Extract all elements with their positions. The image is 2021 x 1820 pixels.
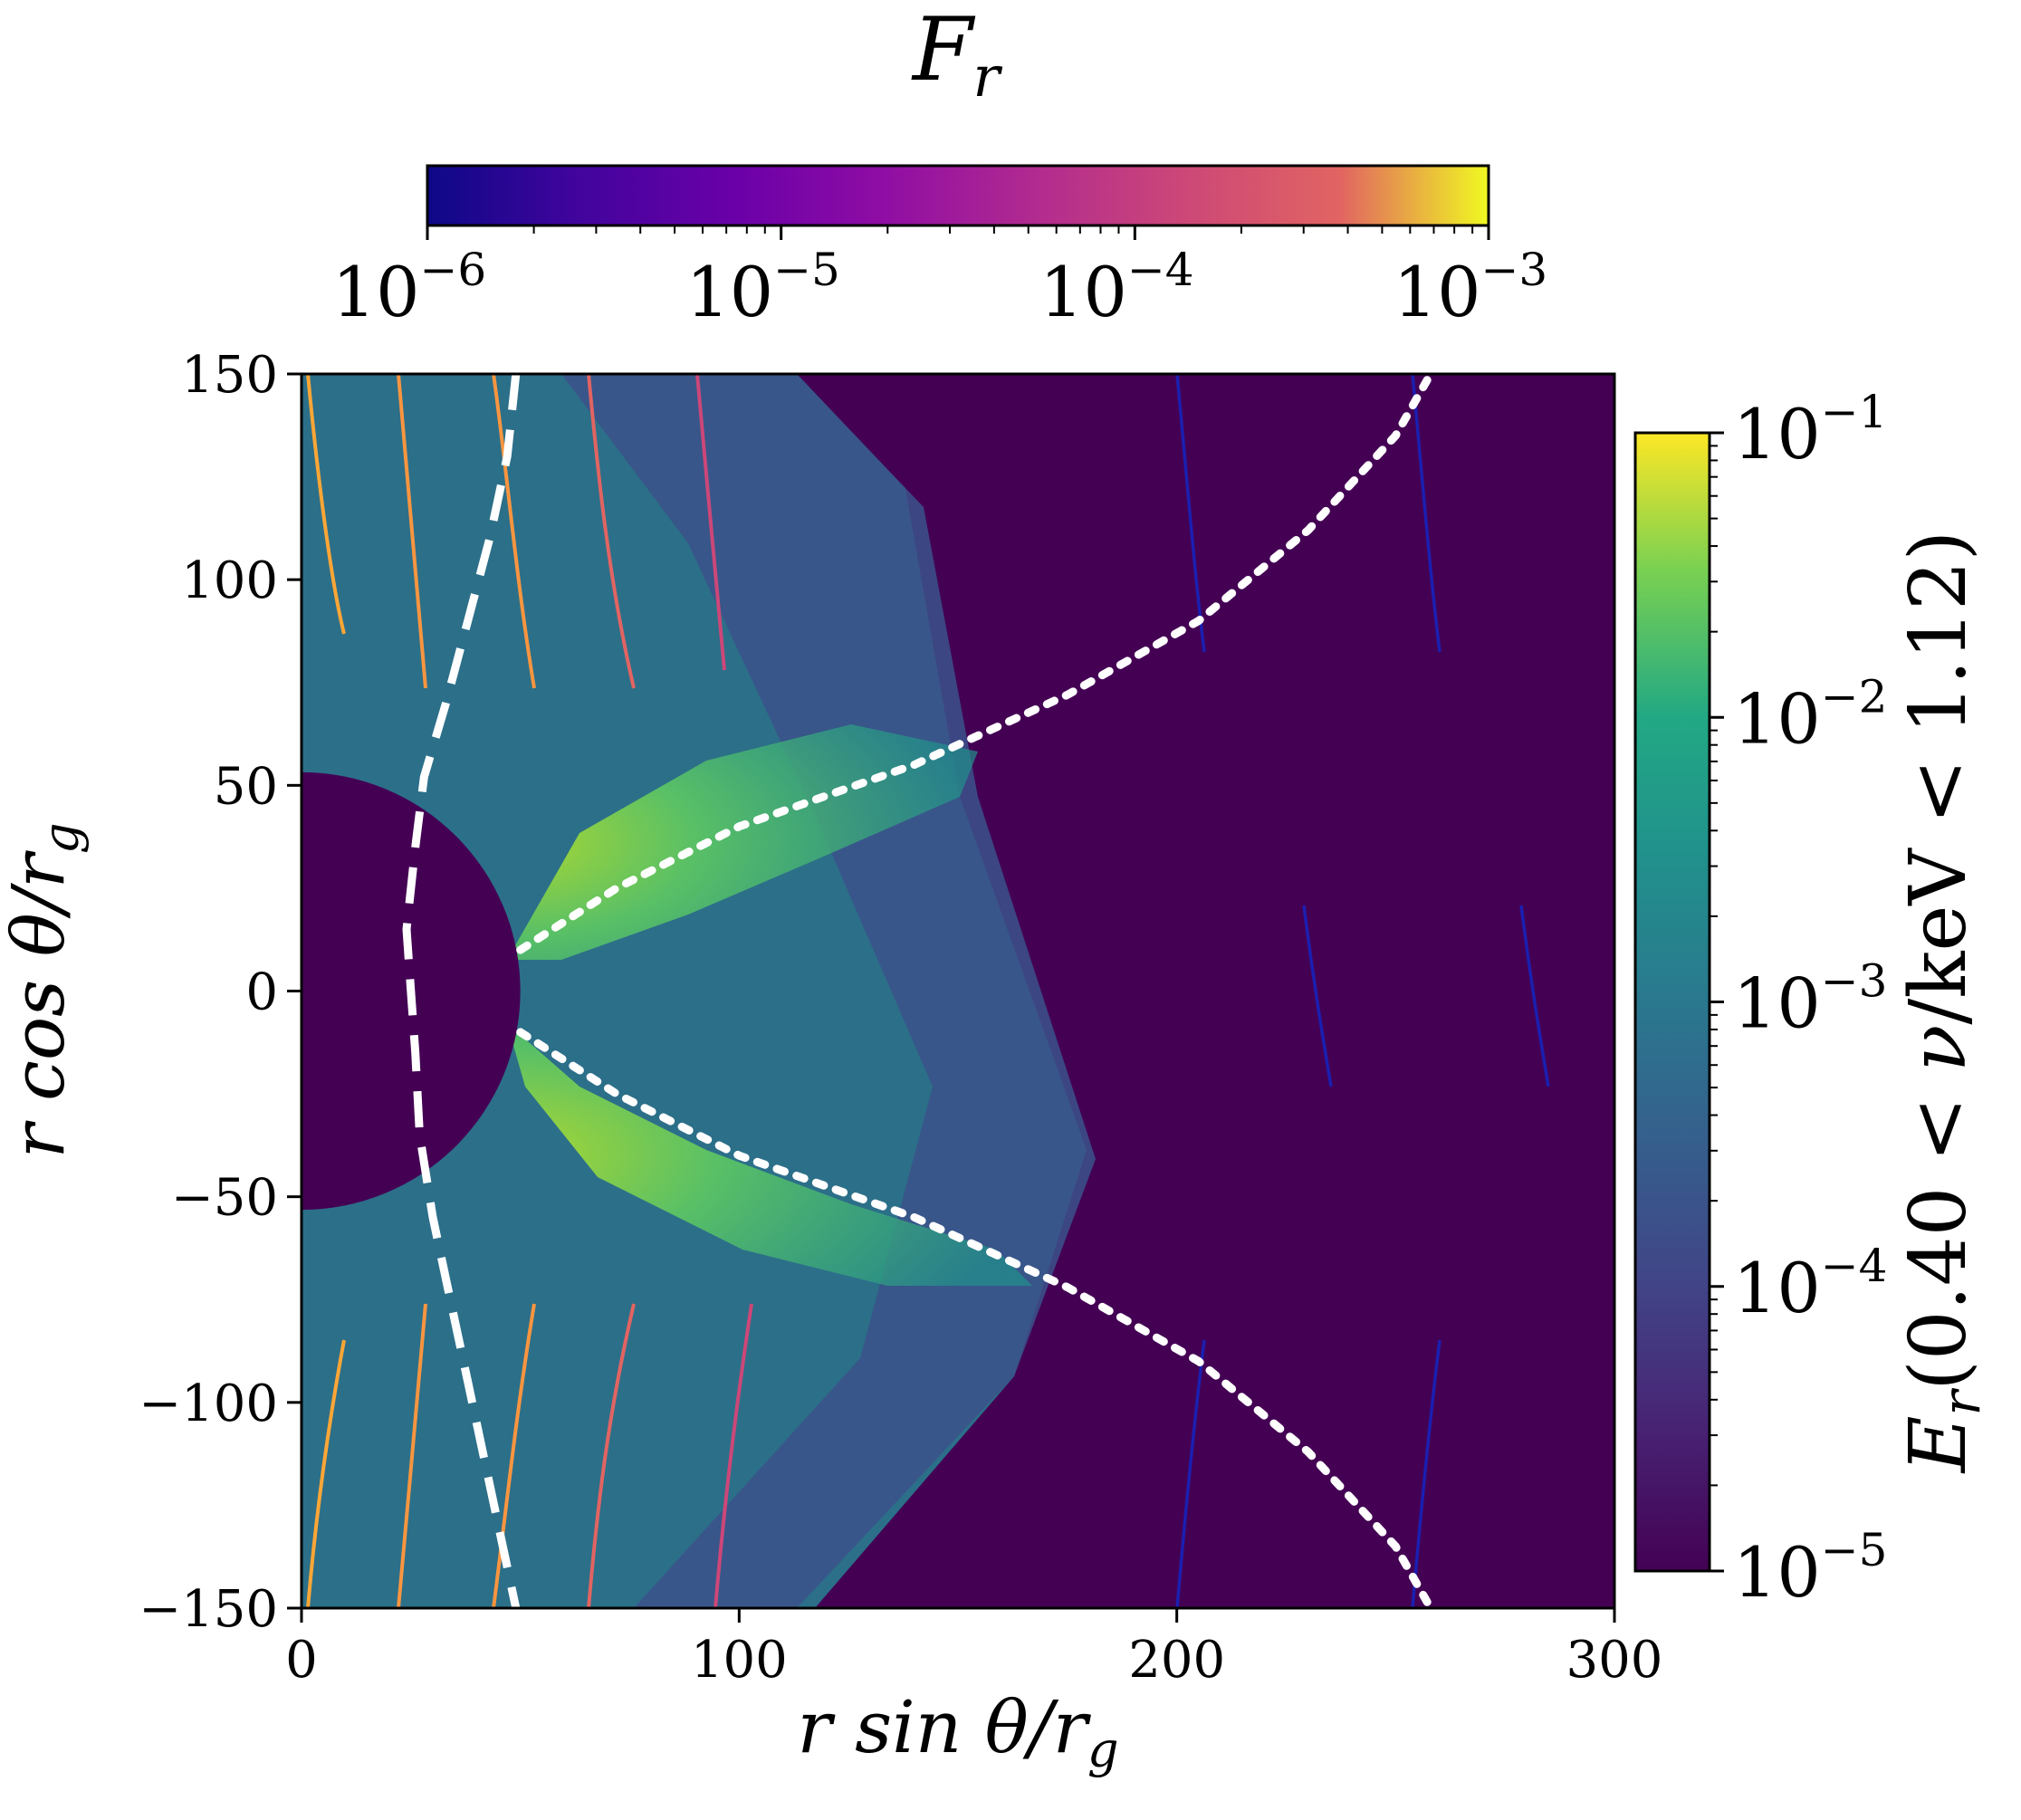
er-colorbar-tick-label: 10−5 (1733, 1524, 1887, 1613)
x-axis: 0 100 200 300 (285, 1608, 1662, 1690)
lower-wedge (507, 1023, 1032, 1286)
y-tick-label: −100 (139, 1375, 278, 1433)
y-axis: 150 100 50 0 −50 −100 −150 (139, 346, 302, 1639)
x-tick-label: 300 (1566, 1631, 1663, 1690)
fr-colorbar-tick-label: 10−5 (685, 244, 839, 332)
er-colorbar-tick-label: 10−4 (1733, 1240, 1887, 1328)
er-colorbar-tick-label: 10−2 (1733, 670, 1887, 759)
funnel-outer-region (561, 374, 1096, 1608)
fr-colorbar: Fr 10−6 10−5 10−4 10−3 (332, 0, 1547, 332)
x-axis-label: r sin θ/rg (797, 1685, 1118, 1778)
er-colorbar-label: Er(0.40 < ν/keV < 1.12) (1893, 531, 1992, 1474)
fr-colorbar-tick-label: 10−6 (332, 244, 486, 332)
streamlines-funnel (306, 374, 753, 1608)
fr-colorbar-label: Fr (911, 0, 1003, 110)
fr-colorbar-gradient (426, 164, 1490, 227)
er-colorbar-gradient (1633, 431, 1711, 1573)
er-colorbar: 10−5 10−4 10−3 10−2 10−1 Er(0.40 < ν/keV < 1… (1633, 386, 1992, 1613)
er-colorbar-tick-label: 10−3 (1733, 955, 1887, 1044)
dotted-contour-lower (516, 1028, 1435, 1608)
x-tick-label: 100 (691, 1631, 788, 1690)
y-tick-label: 150 (181, 346, 278, 405)
x-tick-label: 200 (1128, 1631, 1225, 1690)
plot-area: 0 100 200 300 150 100 50 0 −50 −100 −150 r sin θ/… (0, 346, 1662, 1778)
y-tick-label: 0 (245, 963, 278, 1022)
fr-colorbar-tick-label: 10−4 (1039, 244, 1193, 332)
y-tick-label: −150 (139, 1580, 278, 1639)
y-tick-label: −50 (171, 1169, 278, 1228)
x-tick-label: 0 (285, 1631, 318, 1690)
er-colorbar-tick-label: 10−1 (1733, 386, 1887, 474)
fr-colorbar-tick-label: 10−3 (1394, 244, 1547, 332)
y-tick-label: 50 (214, 757, 278, 816)
dotted-contour-upper (516, 374, 1435, 954)
y-axis-label: r cos θ/rg (0, 822, 90, 1158)
dashed-contour (402, 374, 521, 1608)
y-tick-label: 100 (181, 551, 278, 610)
